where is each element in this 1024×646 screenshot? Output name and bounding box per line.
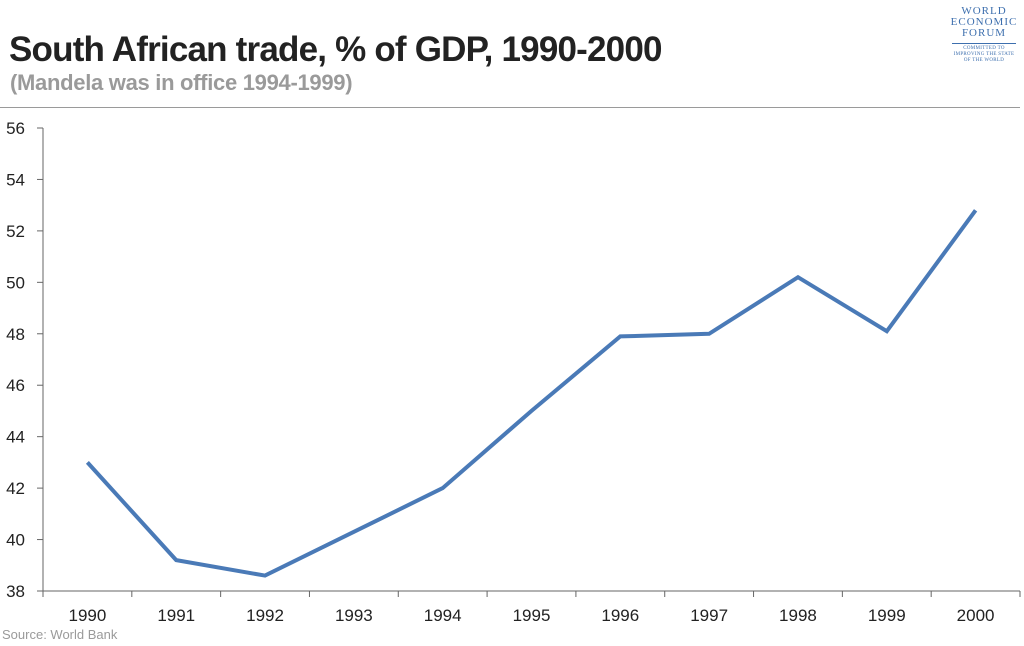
logo-text-economic: ECONOMIC (950, 16, 1018, 28)
y-tick-label: 56 (6, 119, 25, 138)
x-tick-label: 1995 (513, 606, 551, 625)
chart-subtitle: (Mandela was in office 1994-1999) (10, 70, 353, 95)
x-tick-label: 2000 (957, 606, 995, 625)
y-tick-label: 50 (6, 273, 25, 292)
line-chart: 38 40 42 44 46 48 50 52 54 56 1990 1991 1992 1993 1994… (6, 119, 1021, 625)
logo-text-world: WORLD (961, 5, 1007, 17)
y-tick-label: 54 (6, 170, 25, 189)
logo-tagline-1: COMMITTED TO (963, 46, 1005, 51)
x-tick-label: 1998 (779, 606, 817, 625)
y-tick-label: 52 (6, 222, 25, 241)
y-tick-label: 38 (6, 582, 25, 601)
world-economic-forum-logo: WORLD ECONOMIC FORUM COMMITTED TO IMPROV… (944, 6, 1024, 64)
y-tick-label: 40 (6, 531, 25, 550)
logo-divider (952, 43, 1016, 44)
x-tick-label: 1993 (335, 606, 373, 625)
logo-tagline-3: OF THE WORLD (963, 58, 1005, 63)
series-line (85, 209, 978, 578)
y-tick-label: 46 (6, 376, 25, 395)
y-tick-label: 44 (6, 428, 25, 447)
logo-tagline-2: IMPROVING THE STATE (953, 52, 1015, 57)
x-tick-label: 1996 (601, 606, 639, 625)
x-tick-label: 1990 (68, 606, 106, 625)
x-tick-label: 1991 (157, 606, 195, 625)
y-tick-label: 42 (6, 479, 25, 498)
chart-title: South African trade, % of GDP, 1990-2000 (9, 30, 662, 69)
x-tick-label: 1997 (690, 606, 728, 625)
header-divider (0, 107, 1020, 108)
source-note: Source: World Bank (2, 627, 118, 642)
x-tick-label: 1992 (246, 606, 284, 625)
y-tick-label: 48 (6, 325, 25, 344)
x-tick-label: 1994 (424, 606, 462, 625)
x-tick-label: 1999 (868, 606, 906, 625)
logo-text-forum: FORUM (961, 27, 1007, 39)
